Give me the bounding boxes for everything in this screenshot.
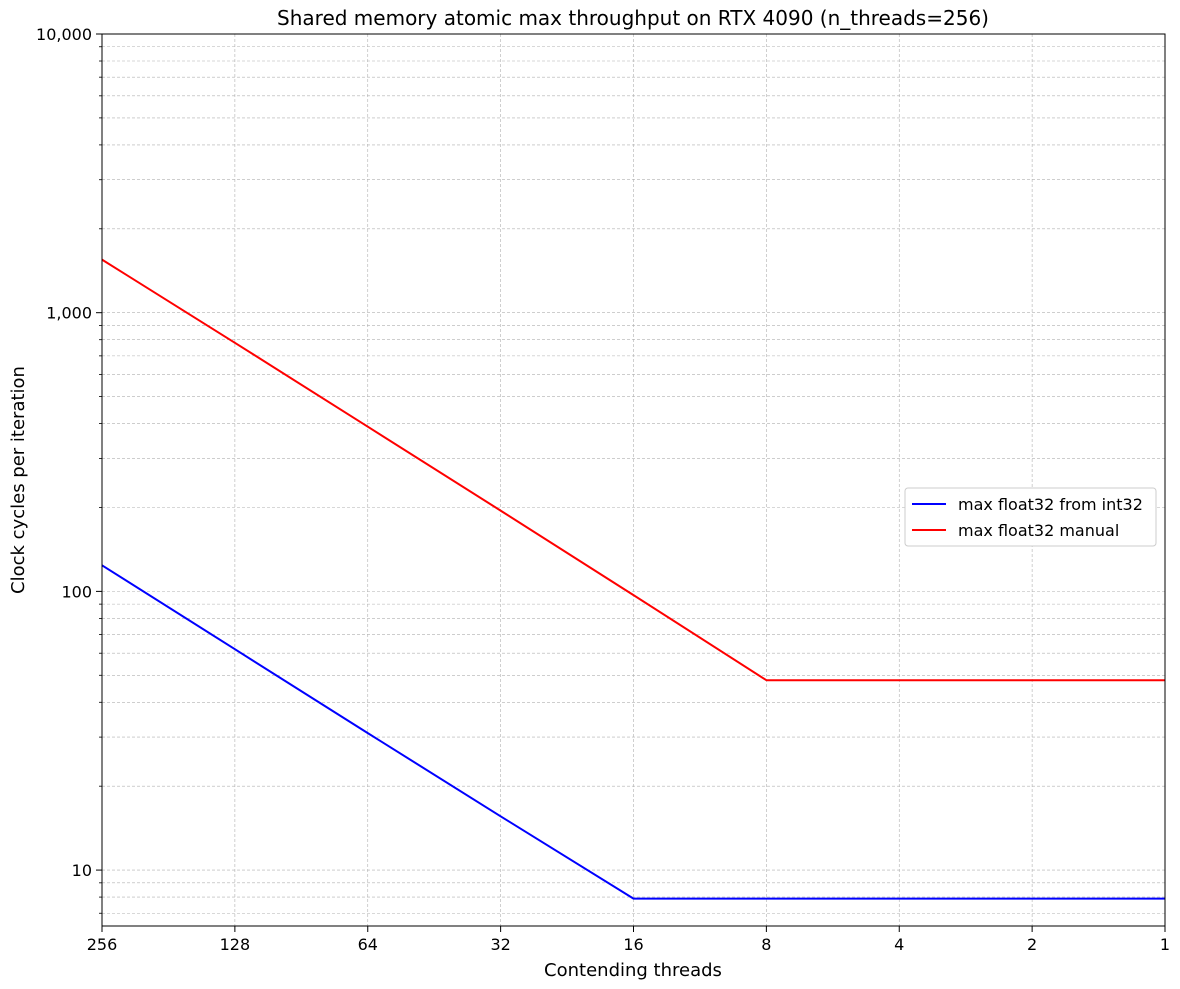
- legend-label-series-1: max float32 manual: [958, 521, 1119, 540]
- series-line-0: [101, 564, 1165, 900]
- y-tick-label: 1,000: [46, 304, 92, 323]
- y-tick-label: 10,000: [36, 25, 92, 44]
- legend: max float32 from int32 max float32 manua…: [904, 487, 1157, 547]
- x-tick-label: 128: [220, 935, 251, 954]
- x-tick-label: 8: [761, 935, 771, 954]
- x-axis-label: Contending threads: [544, 960, 722, 981]
- x-tick-label: 32: [490, 935, 510, 954]
- y-tick-label: 10: [72, 861, 92, 880]
- plot-area: 256 128 64 32 16 8 4 2 1 10 100 1,000 10,000: [36, 25, 1170, 954]
- series-line-1: [101, 258, 1165, 682]
- y-axis: 10 100 1,000 10,000: [36, 25, 102, 914]
- y-tick-label: 100: [61, 582, 92, 601]
- chart-title: Shared memory atomic max throughput on R…: [277, 6, 989, 30]
- legend-box: [904, 487, 1157, 547]
- x-tick-label: 256: [87, 935, 118, 954]
- y-axis-label: Clock cycles per iteration: [8, 366, 29, 594]
- legend-label-series-0: max float32 from int32: [958, 495, 1143, 514]
- x-tick-label: 1: [1160, 935, 1170, 954]
- x-tick-label: 16: [623, 935, 643, 954]
- x-tick-label: 2: [1027, 935, 1037, 954]
- x-tick-label: 4: [894, 935, 904, 954]
- x-tick-label: 64: [358, 935, 378, 954]
- grid-layer: [101, 33, 1166, 926]
- series-layer: [101, 258, 1165, 900]
- x-axis: 256 128 64 32 16 8 4 2 1: [87, 926, 1170, 954]
